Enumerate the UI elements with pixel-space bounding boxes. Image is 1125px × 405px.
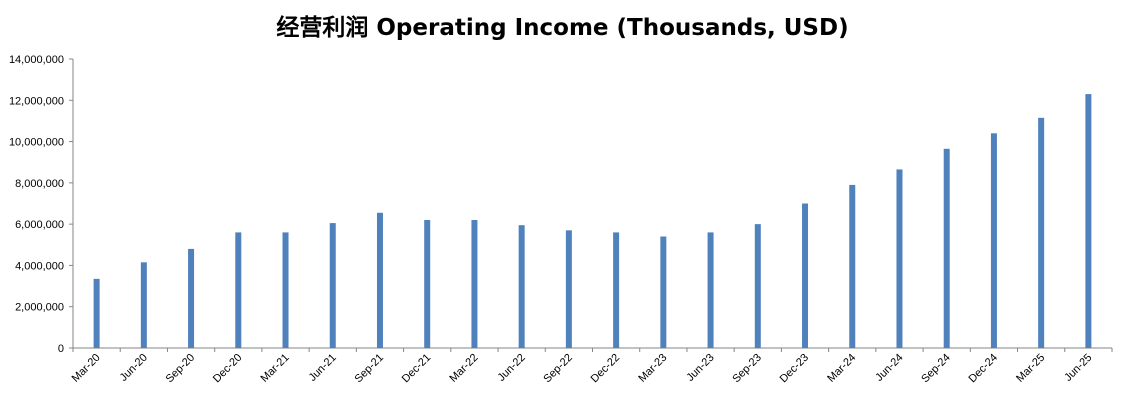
bars [93,94,1092,348]
x-tick-label: Sep-21 [353,352,387,386]
x-tick-label: Jun-22 [496,352,528,384]
bar-sep-21 [376,212,383,348]
bar-mar-20 [93,278,100,348]
x-tick-label: Jun-24 [873,352,905,384]
bar-sep-24 [943,148,950,348]
x-tick-label: Jun-21 [307,352,339,384]
bar-jun-20 [140,262,147,348]
x-tick-label: Mar-21 [259,352,292,385]
bar-dec-23 [802,203,809,348]
chart-title: 经营利润 Operating Income (Thousands, USD) [276,15,849,41]
x-tick-label: Mar-22 [447,352,480,385]
bar-mar-23 [660,236,667,348]
y-axis: 0 2,000,000 4,000,000 6,000,000 8,000,000 10,… [9,54,74,355]
x-tick-label: Dec-23 [778,352,812,386]
x-tick-label: Sep-24 [919,352,953,386]
x-tick-label: Sep-22 [541,352,575,386]
bar-mar-21 [282,232,289,348]
x-tick-label: Dec-24 [966,352,1000,386]
x-tick-label: Sep-23 [730,352,764,386]
bar-jun-25 [1085,94,1092,348]
x-tick-label: Dec-21 [400,352,434,386]
y-tick-label: 4,000,000 [15,260,64,272]
x-tick-label: Mar-20 [70,352,103,385]
bar-jun-24 [896,169,903,348]
bar-jun-23 [707,232,714,348]
bar-jun-21 [329,223,336,348]
bar-dec-24 [990,133,997,348]
y-tick-label: 2,000,000 [15,302,64,314]
y-tick-label: 14,000,000 [9,54,64,66]
bar-sep-20 [188,248,195,348]
x-tick-label: Mar-25 [1014,352,1047,385]
bar-mar-25 [1038,117,1045,348]
y-tick-label: 10,000,000 [9,137,64,149]
x-tick-label: Mar-23 [636,352,669,385]
bar-dec-21 [424,220,431,348]
bar-dec-20 [235,232,242,348]
y-tick-label: 0 [58,343,64,355]
y-tick-label: 12,000,000 [9,95,64,107]
bar-mar-22 [471,220,478,348]
y-tick-label: 6,000,000 [15,219,64,231]
bar-sep-22 [565,230,572,348]
y-tick-label: 8,000,000 [15,178,64,190]
bar-dec-22 [613,232,620,348]
bar-sep-23 [754,224,761,348]
bar-jun-22 [518,225,525,348]
bar-mar-24 [849,184,856,348]
x-tick-label: Dec-20 [211,352,245,386]
x-tick-label: Sep-20 [164,352,198,386]
x-axis: Mar-20 Jun-20 Sep-20 Dec-20 Mar-21 Jun-21 Sep-… [70,347,1113,386]
x-tick-label: Jun-25 [1062,352,1094,384]
x-tick-label: Jun-20 [118,352,150,384]
x-tick-label: Jun-23 [684,352,716,384]
x-tick-label: Dec-22 [589,352,623,386]
x-tick-label: Mar-24 [825,352,858,385]
